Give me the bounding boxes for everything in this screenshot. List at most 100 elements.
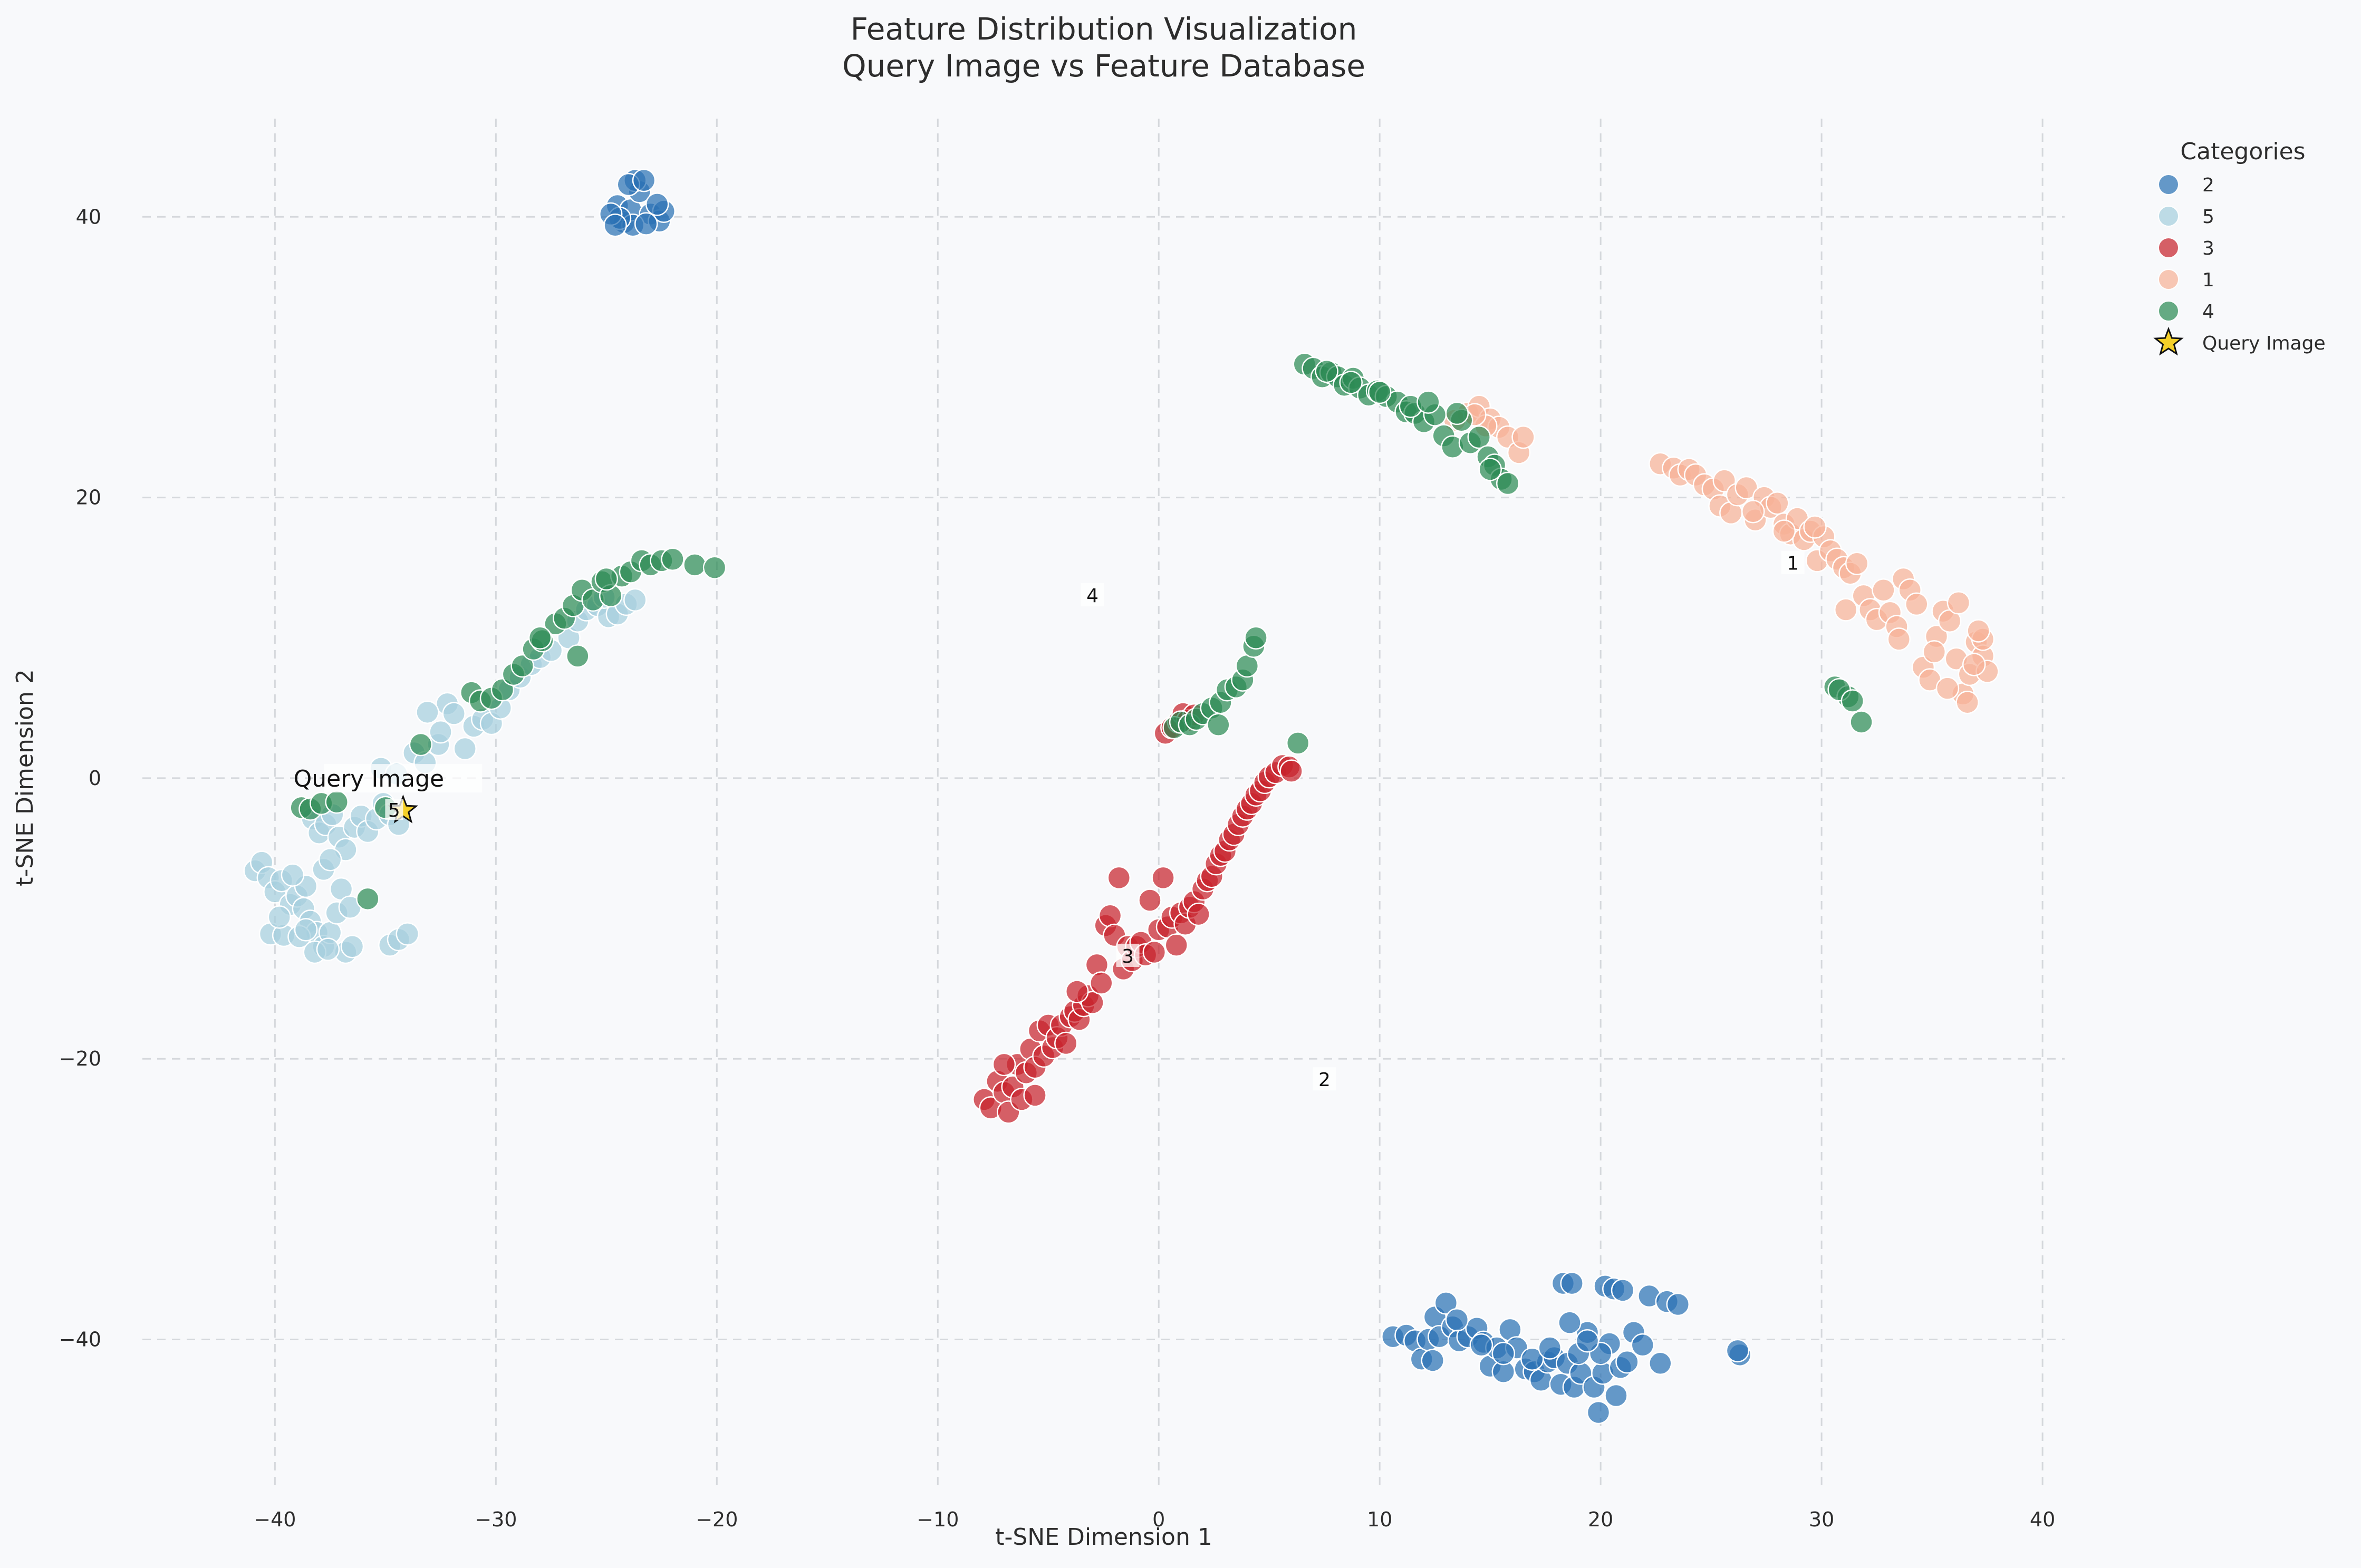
legend-title: Categories <box>2180 138 2305 165</box>
point-category-4 <box>1840 689 1865 713</box>
x-axis-label: t-SNE Dimension 1 <box>995 1524 1212 1551</box>
point-category-3 <box>1098 904 1122 928</box>
point-category-3 <box>1151 866 1175 890</box>
axis-ticks: −40 −30 −20 −10 0 10 20 30 40 −40 −20 0 20 40 <box>59 205 2055 1531</box>
point-category-4 <box>528 626 552 650</box>
y-tick-label: 0 <box>89 767 101 790</box>
point-category-4 <box>1367 380 1392 404</box>
cluster-label-bg <box>1116 943 1140 967</box>
point-category-4 <box>1244 626 1268 650</box>
legend-label: 1 <box>2202 269 2214 291</box>
x-tick-label: 0 <box>1152 1508 1165 1531</box>
point-category-1 <box>1772 519 1796 543</box>
point-category-3 <box>1142 940 1167 964</box>
x-tick-label: −10 <box>917 1508 959 1531</box>
point-category-3 <box>1054 1031 1078 1056</box>
cluster-label-bg <box>1081 583 1104 606</box>
point-category-2 <box>645 192 669 216</box>
point-category-3 <box>1187 902 1210 926</box>
point-category-1 <box>1935 676 1960 700</box>
point-category-1 <box>1905 592 1929 616</box>
legend-box <box>2140 127 2346 364</box>
cluster-label-bg <box>1781 550 1805 574</box>
query-class-label: 5 <box>388 800 400 821</box>
point-category-3 <box>1279 759 1303 783</box>
point-category-2 <box>1558 1311 1582 1334</box>
point-category-1 <box>1803 515 1827 539</box>
point-category-2 <box>1491 1341 1516 1366</box>
query-label-bg <box>324 764 483 793</box>
cluster-label: 2 <box>1318 1069 1331 1091</box>
point-category-4 <box>1416 390 1440 414</box>
point-category-1 <box>1734 476 1758 500</box>
x-tick-label: 40 <box>2030 1508 2055 1531</box>
point-category-2 <box>1421 1349 1445 1372</box>
point-category-2 <box>634 212 658 236</box>
point-category-4 <box>683 553 707 577</box>
x-tick-label: −30 <box>475 1508 517 1531</box>
point-category-1 <box>1955 690 1979 714</box>
legend-marker <box>2158 269 2179 290</box>
point-category-3 <box>992 1052 1016 1077</box>
point-category-4 <box>1235 654 1259 678</box>
chart-title: Feature Distribution Visualization <box>851 11 1357 47</box>
y-tick-label: −40 <box>59 1328 101 1351</box>
legend-marker <box>2158 206 2179 227</box>
point-category-2 <box>1575 1329 1599 1353</box>
point-category-1 <box>1845 551 1869 575</box>
y-tick-label: 40 <box>76 205 101 228</box>
point-category-4 <box>356 887 380 911</box>
point-category-1 <box>1834 598 1858 622</box>
point-category-3 <box>1090 971 1113 995</box>
point-category-2 <box>1520 1347 1544 1371</box>
point-category-3 <box>1023 1083 1047 1107</box>
point-category-3 <box>1138 888 1162 912</box>
point-category-2 <box>1469 1333 1493 1357</box>
point-category-2 <box>1445 1308 1469 1332</box>
legend-label: Query Image <box>2202 333 2326 354</box>
data-points <box>243 168 1999 1425</box>
point-category-2 <box>632 168 656 192</box>
legend-label: 3 <box>2202 238 2214 259</box>
point-category-4 <box>1339 371 1363 394</box>
point-category-2 <box>1434 1291 1458 1315</box>
point-category-2 <box>1649 1351 1672 1376</box>
point-category-1 <box>1741 499 1765 524</box>
legend-label: 4 <box>2202 301 2214 323</box>
point-category-4 <box>1478 458 1502 481</box>
point-category-4 <box>1286 731 1310 755</box>
point-category-1 <box>1766 491 1789 515</box>
point-category-4 <box>325 790 349 814</box>
point-category-1 <box>1962 653 1986 676</box>
point-category-2 <box>1560 1271 1584 1295</box>
point-category-5 <box>318 848 342 872</box>
legend-items: 2 5 3 1 4 Query Image <box>2153 174 2326 356</box>
legend-label: 5 <box>2202 206 2214 228</box>
point-category-3 <box>1065 980 1089 1003</box>
point-category-5 <box>416 700 439 724</box>
point-category-4 <box>1467 425 1491 449</box>
legend: Categories 2 5 3 1 4 Query Image <box>2140 127 2346 364</box>
point-category-5 <box>623 588 647 612</box>
point-category-4 <box>1445 401 1469 425</box>
cluster-label: 1 <box>1787 553 1799 575</box>
point-category-3 <box>1164 933 1189 957</box>
cluster-label: 4 <box>1086 585 1098 607</box>
annotations: 4 1 3 2 <box>1081 550 1805 1091</box>
x-tick-label: 20 <box>1588 1508 1613 1531</box>
point-category-5 <box>396 922 420 946</box>
legend-label: 2 <box>2202 175 2214 196</box>
point-category-5 <box>340 935 364 959</box>
point-category-2 <box>1586 1400 1611 1425</box>
point-category-5 <box>442 702 466 725</box>
point-category-4 <box>1849 710 1873 734</box>
point-category-4 <box>566 644 590 668</box>
point-category-2 <box>1631 1333 1655 1357</box>
y-tick-label: −20 <box>59 1047 101 1070</box>
point-category-5 <box>267 905 292 929</box>
point-category-1 <box>1967 619 1990 643</box>
chart-subtitle: Query Image vs Feature Database <box>842 48 1365 84</box>
point-category-5 <box>453 737 477 761</box>
point-category-2 <box>1604 1383 1628 1408</box>
point-category-2 <box>603 214 627 237</box>
